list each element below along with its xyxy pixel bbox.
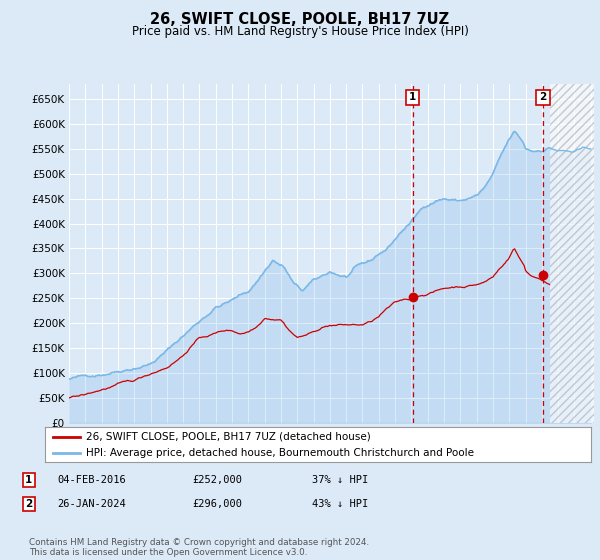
Text: 1999: 1999: [125, 440, 134, 461]
Text: 2014: 2014: [370, 440, 379, 462]
Text: 1997: 1997: [92, 440, 101, 461]
Text: 2004: 2004: [207, 440, 216, 462]
Bar: [550, 84, 594, 423]
Text: Price paid vs. HM Land Registry's House Price Index (HPI): Price paid vs. HM Land Registry's House …: [131, 25, 469, 38]
Text: 2009: 2009: [288, 440, 297, 461]
Text: 2023: 2023: [517, 440, 526, 462]
Text: 2003: 2003: [190, 440, 199, 462]
Text: 2022: 2022: [500, 440, 509, 462]
Text: 43% ↓ HPI: 43% ↓ HPI: [312, 499, 368, 509]
Text: 2019: 2019: [451, 440, 460, 461]
Text: 37% ↓ HPI: 37% ↓ HPI: [312, 475, 368, 485]
Text: 1998: 1998: [109, 440, 118, 461]
Text: HPI: Average price, detached house, Bournemouth Christchurch and Poole: HPI: Average price, detached house, Bour…: [86, 449, 474, 458]
Text: 2027: 2027: [582, 440, 591, 462]
Text: 04-FEB-2016: 04-FEB-2016: [57, 475, 126, 485]
Text: 2026: 2026: [565, 440, 574, 462]
Text: £252,000: £252,000: [192, 475, 242, 485]
Text: 1996: 1996: [76, 440, 85, 461]
Text: 2012: 2012: [337, 440, 346, 462]
Text: 2: 2: [539, 92, 547, 102]
Text: 2011: 2011: [321, 440, 330, 462]
Text: 2007: 2007: [256, 440, 265, 462]
Text: 26, SWIFT CLOSE, POOLE, BH17 7UZ: 26, SWIFT CLOSE, POOLE, BH17 7UZ: [151, 12, 449, 27]
Text: Contains HM Land Registry data © Crown copyright and database right 2024.
This d: Contains HM Land Registry data © Crown c…: [29, 538, 369, 557]
Text: 1995: 1995: [60, 440, 69, 461]
Text: 2025: 2025: [549, 440, 558, 462]
Text: 2020: 2020: [467, 440, 476, 462]
Text: 2000: 2000: [142, 440, 151, 462]
Text: 1: 1: [409, 92, 416, 102]
Text: 2013: 2013: [353, 440, 362, 462]
Text: 2001: 2001: [158, 440, 167, 462]
Text: 1: 1: [25, 475, 32, 485]
Text: 2018: 2018: [435, 440, 444, 462]
Text: 2016: 2016: [403, 440, 412, 462]
Text: 2: 2: [25, 499, 32, 509]
Text: 2015: 2015: [386, 440, 395, 462]
Text: 26, SWIFT CLOSE, POOLE, BH17 7UZ (detached house): 26, SWIFT CLOSE, POOLE, BH17 7UZ (detach…: [86, 432, 371, 442]
Text: £296,000: £296,000: [192, 499, 242, 509]
Text: 2017: 2017: [419, 440, 428, 462]
Text: 2024: 2024: [533, 440, 542, 462]
Text: 2002: 2002: [174, 440, 183, 462]
Text: 2008: 2008: [272, 440, 281, 462]
Text: 26-JAN-2024: 26-JAN-2024: [57, 499, 126, 509]
Text: 2005: 2005: [223, 440, 232, 462]
Text: 2010: 2010: [305, 440, 314, 462]
Text: 2021: 2021: [484, 440, 493, 462]
Text: 2006: 2006: [239, 440, 248, 462]
